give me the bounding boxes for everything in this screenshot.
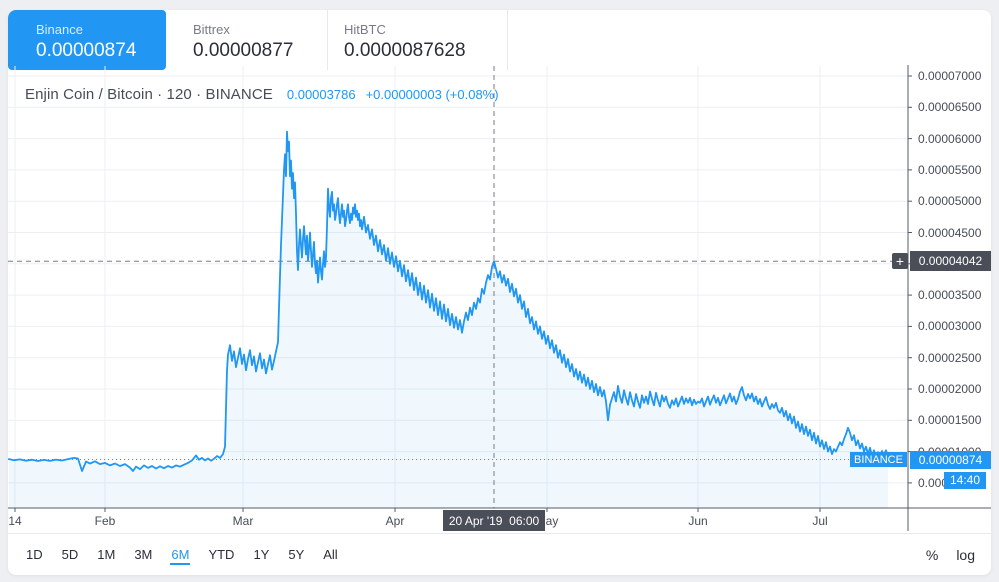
price-axis-label: 0.00002000 <box>918 382 982 396</box>
chart-widget-card: Binance 0.00000874 Bittrex 0.00000877 HitBTC… <box>8 10 991 575</box>
price-axis-label: 0.00004500 <box>918 225 982 240</box>
chart-legend: Enjin Coin / Bitcoin · 120 · BINANCE 0.0… <box>25 86 499 103</box>
exchange-tab-hitbtc[interactable]: HitBTC 0.0000087628 <box>328 10 508 70</box>
time-axis-label: Apr <box>385 514 405 528</box>
price-axis-label: 0.00003000 <box>918 319 982 334</box>
price-chart-canvas[interactable] <box>8 10 991 575</box>
bar-countdown-label: 14:40 <box>944 471 986 489</box>
legend-change: +0.00000003 (+0.08%) <box>365 87 499 102</box>
date-range-buttons: 1D 5D 1M 3M 6M YTD 1Y 5Y All <box>25 544 339 565</box>
exchange-tab-name: Bittrex <box>193 22 230 37</box>
exchange-tab-binance[interactable]: Binance 0.00000874 <box>8 10 166 70</box>
price-axis-label: 0.00002500 <box>918 350 982 365</box>
crosshair-plus-icon[interactable]: + <box>892 253 908 270</box>
exchange-tab-name: HitBTC <box>344 22 386 37</box>
price-axis-label: 0.00006500 <box>918 100 982 115</box>
crosshair-date-label: 20 Apr '19 06:00 <box>443 510 545 531</box>
exchange-tab-price: 0.00000874 <box>36 40 137 61</box>
price-axis-label: 0.00005000 <box>918 194 982 209</box>
price-axis-label: 0.00003500 <box>918 288 982 303</box>
scale-button-log[interactable]: log <box>956 546 975 563</box>
legend-price: 0.00003786 <box>286 87 356 102</box>
last-price-exchange-badge: BINANCE <box>850 452 907 467</box>
time-axis-label: Jul <box>812 514 828 528</box>
chart-title: Enjin Coin / Bitcoin · 120 · BINANCE <box>25 86 273 103</box>
exchange-tab-name: Binance <box>36 22 83 37</box>
bottom-toolbar: 1D 5D 1M 3M 6M YTD 1Y 5Y All % log <box>8 533 991 575</box>
range-button-3m[interactable]: 3M <box>134 547 153 562</box>
exchange-tab-price: 0.00000877 <box>193 40 294 61</box>
scale-button-percent[interactable]: % <box>925 546 939 563</box>
time-axis-label: Feb <box>94 514 116 528</box>
time-axis-label: 14 <box>8 514 22 528</box>
exchange-tab-bittrex[interactable]: Bittrex 0.00000877 <box>166 10 328 70</box>
series-line <box>8 130 889 472</box>
range-button-1y[interactable]: 1Y <box>253 547 270 562</box>
price-axis-label: 0.00005500 <box>918 162 982 177</box>
exchange-tab-price: 0.0000087628 <box>344 40 466 61</box>
range-button-5d[interactable]: 5D <box>61 547 79 562</box>
last-price-label: 0.00000874 <box>910 450 991 469</box>
time-axis-label: Jun <box>688 514 708 528</box>
price-axis-label: 0.00007000 <box>918 69 982 83</box>
scale-buttons: % log <box>926 547 975 563</box>
range-button-1d[interactable]: 1D <box>26 547 43 562</box>
range-button-ytd[interactable]: YTD <box>208 547 235 562</box>
exchange-tabs: Binance 0.00000874 Bittrex 0.00000877 HitBTC… <box>8 10 991 70</box>
range-button-5y[interactable]: 5Y <box>288 547 305 562</box>
time-axis-label: Mar <box>232 514 254 528</box>
price-axis-label: 0.00006000 <box>918 131 982 146</box>
range-button-1m[interactable]: 1M <box>97 547 116 562</box>
price-axis-label: 0.00001500 <box>918 413 982 428</box>
crosshair-price-label: 0.00004042 <box>910 251 991 272</box>
range-button-6m[interactable]: 6M <box>170 544 191 565</box>
range-button-all[interactable]: All <box>323 547 338 562</box>
